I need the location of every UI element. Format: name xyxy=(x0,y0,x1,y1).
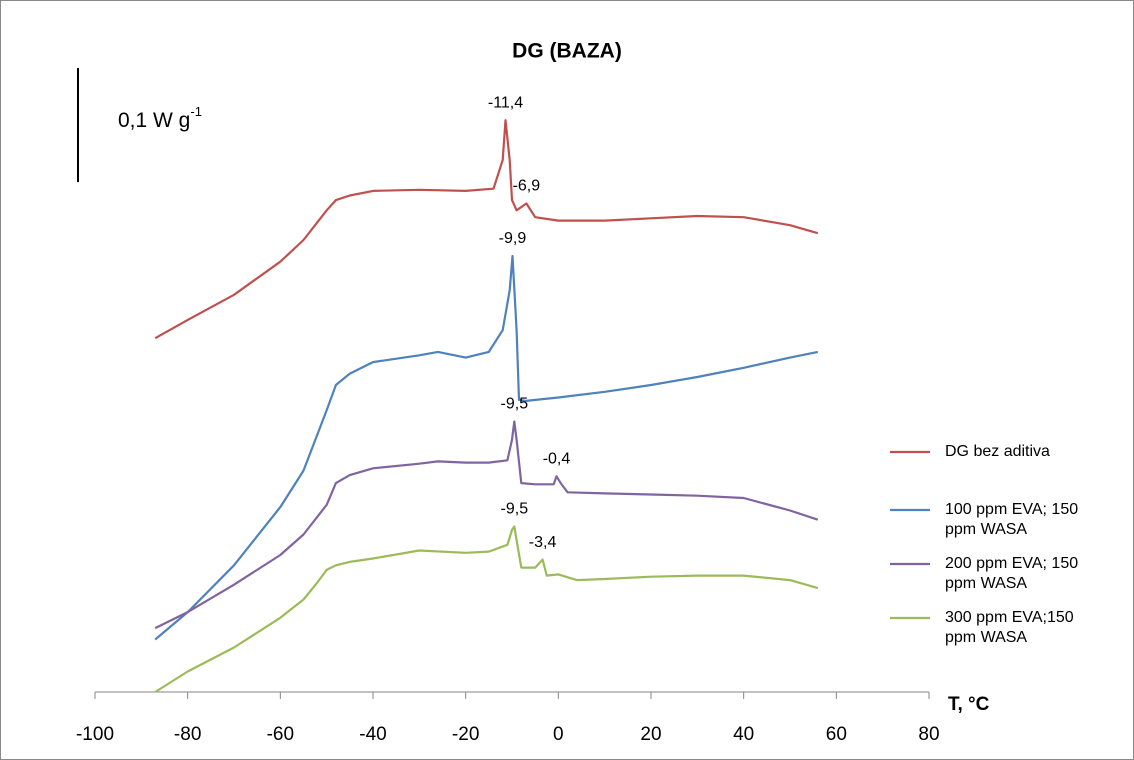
legend-label: 300 ppm EVA;150 ppm WASA xyxy=(945,609,1074,646)
x-tick-label: -80 xyxy=(174,724,201,745)
legend-label-line: ppm WASA xyxy=(945,521,1027,538)
series-line xyxy=(154,254,819,641)
peak-label: -9,5 xyxy=(501,501,529,518)
series-line xyxy=(154,119,819,340)
peak-label: -9,5 xyxy=(501,396,529,413)
scale-bar-text: 0,1 W g xyxy=(118,109,190,132)
series-line xyxy=(154,420,819,630)
x-tick-label: -40 xyxy=(359,724,386,745)
peak-label: -3,4 xyxy=(529,534,557,551)
x-axis-title: T, °C xyxy=(948,694,990,715)
x-tick-label: -60 xyxy=(267,724,294,745)
x-tick-label: 20 xyxy=(640,724,661,745)
x-tick-label: -100 xyxy=(76,724,114,745)
legend-label-line: 300 ppm EVA;150 xyxy=(945,609,1074,626)
scale-bar-unit: -1 xyxy=(190,104,202,119)
x-tick-label: 80 xyxy=(918,724,939,745)
peak-label: -9,9 xyxy=(499,230,527,247)
scale-bar-label: 0,1 W g-1 xyxy=(118,104,202,131)
chart-title: DG (BAZA) xyxy=(512,40,622,63)
peak-label: -11,4 xyxy=(488,94,523,111)
x-tick-label: -20 xyxy=(452,724,479,745)
legend-label: DG bez aditiva xyxy=(945,443,1050,460)
x-tick-label: 0 xyxy=(553,724,564,745)
legend-label-line: 100 ppm EVA; 150 xyxy=(945,501,1078,518)
legend-label-line: 200 ppm EVA; 150 xyxy=(945,555,1078,572)
peak-label: -0,4 xyxy=(543,450,571,467)
legend-label: 100 ppm EVA; 150 ppm WASA xyxy=(945,501,1078,538)
x-tick-label: 60 xyxy=(826,724,847,745)
x-tick-label: 40 xyxy=(733,724,754,745)
legend-label-line: ppm WASA xyxy=(945,575,1027,592)
legend-label-line: ppm WASA xyxy=(945,629,1027,646)
legend-label: 200 ppm EVA; 150 ppm WASA xyxy=(945,555,1078,592)
series-line xyxy=(154,525,819,693)
peak-label: -6,9 xyxy=(513,178,541,195)
